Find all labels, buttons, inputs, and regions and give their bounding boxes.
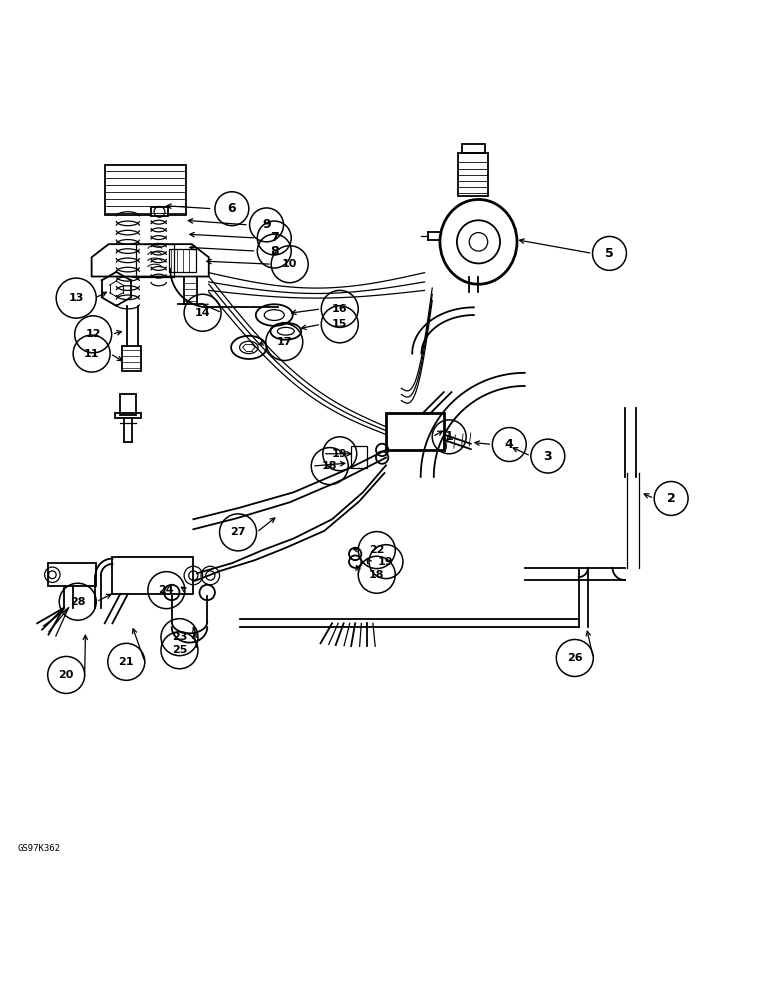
Text: 10: 10 [282,259,297,269]
Text: 18: 18 [369,570,384,580]
Text: 9: 9 [262,218,271,231]
Text: 11: 11 [84,349,100,359]
Text: 6: 6 [228,202,236,215]
Text: 14: 14 [195,308,211,318]
Bar [386,413,444,450]
Text: 27: 27 [230,527,245,537]
Bar [123,346,141,371]
Text: 28: 28 [70,597,86,607]
Text: 3: 3 [543,450,552,463]
Text: 19: 19 [332,449,347,459]
Bar [120,394,136,415]
Text: 23: 23 [172,632,187,642]
Text: 17: 17 [276,337,292,347]
Text: 7: 7 [270,231,279,244]
Text: 22: 22 [369,545,384,555]
Bar [49,563,96,586]
Bar [113,557,193,594]
Text: 1: 1 [445,430,454,443]
Bar [136,244,174,277]
Text: 4: 4 [505,438,513,451]
Text: 20: 20 [59,670,74,680]
Text: 25: 25 [172,645,187,655]
Text: 12: 12 [86,329,101,339]
Text: 18: 18 [322,461,337,471]
Text: 15: 15 [332,319,347,329]
Text: 24: 24 [158,585,174,595]
Bar [115,413,141,418]
Text: 16: 16 [332,304,347,314]
Bar [462,144,485,153]
Bar [151,207,168,216]
Bar [169,249,195,272]
Text: 2: 2 [667,492,676,505]
Text: 26: 26 [567,653,583,663]
Text: 19: 19 [378,557,394,567]
Text: 21: 21 [119,657,134,667]
Text: GS97K362: GS97K362 [18,844,61,853]
Bar [458,153,489,196]
Text: 5: 5 [605,247,614,260]
Bar [351,446,367,468]
Text: 13: 13 [69,293,84,303]
Text: 8: 8 [270,245,279,258]
